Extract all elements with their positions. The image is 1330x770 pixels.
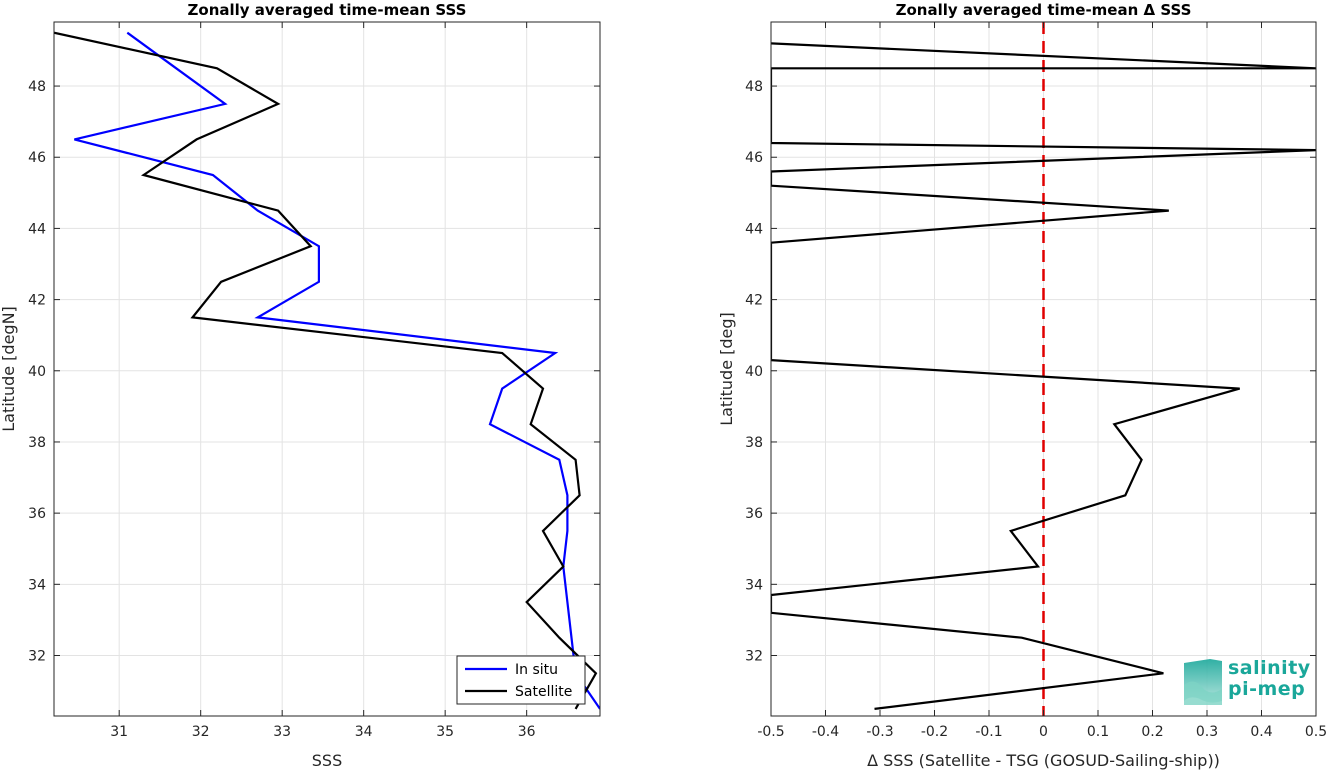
right-y-tick-label: 38 (745, 435, 763, 451)
right-x-axis-label: Δ SSS (Satellite - TSG (GOSUD-Sailing-sh… (867, 751, 1220, 770)
right-y-tick-label: 36 (745, 506, 763, 522)
left-y-tick-label: 40 (28, 364, 46, 380)
left-x-tick-label: 31 (110, 724, 128, 740)
logo-line2: pi-mep (1228, 678, 1306, 700)
right-y-tick-label: 42 (745, 293, 763, 309)
right-x-tick-label: 0.2 (1141, 724, 1163, 740)
left-y-tick-label: 36 (28, 506, 46, 522)
right-y-tick-label: 44 (745, 221, 763, 237)
right-x-tick-label: 0.4 (1250, 724, 1272, 740)
right-x-tick-label: 0 (1039, 724, 1048, 740)
right-x-tick-label: -0.5 (757, 724, 784, 740)
right-x-tick-label: -0.3 (866, 724, 893, 740)
left-y-tick-label: 46 (28, 150, 46, 166)
left-x-axis-label: SSS (312, 751, 342, 770)
left-chart-panel: 31 32 33 34 35 36 32 34 36 38 40 42 44 46 48 Zonally av… (0, 1, 601, 770)
left-series-group (54, 31, 600, 710)
right-y-tick-label: 48 (745, 79, 763, 95)
logo-line1: salinity (1228, 657, 1311, 679)
right-y-tick-label: 46 (745, 150, 763, 166)
left-series-satellite (54, 31, 598, 710)
left-x-tick-label: 35 (436, 724, 454, 740)
left-x-tick-label: 32 (192, 724, 210, 740)
right-x-tick-label: -0.1 (975, 724, 1002, 740)
left-y-axis-label: Latitude [degN] (0, 306, 18, 432)
right-x-tick-label: 0.3 (1196, 724, 1218, 740)
left-legend: In situ Satellite (456, 655, 586, 705)
right-y-tick-label: 40 (745, 364, 763, 380)
left-chart-title: Zonally averaged time-mean SSS (188, 1, 467, 19)
right-x-tick-label: -0.2 (921, 724, 948, 740)
left-y-tick-label: 34 (28, 577, 46, 593)
left-y-tick-label: 48 (28, 79, 46, 95)
left-y-tick-label: 44 (28, 221, 46, 237)
right-series-line0 (771, 42, 1316, 710)
legend-box (456, 655, 586, 705)
right-chart-panel: -0.5 -0.4 -0.3 -0.2 -0.1 0 0.1 0.2 0.3 0.4 0.5 32 34… (717, 1, 1327, 770)
left-series-in-situ (74, 31, 600, 710)
left-plot-area (54, 22, 600, 716)
legend-label: In situ (515, 662, 558, 678)
right-x-tick-label: 0.1 (1087, 724, 1109, 740)
left-axes-box (53, 21, 601, 717)
salinity-pi-mep-logo: salinity pi-mep (1180, 655, 1320, 711)
right-chart-title: Zonally averaged time-mean Δ SSS (896, 1, 1192, 19)
right-y-tick-label: 34 (745, 577, 763, 593)
left-y-tick-label: 42 (28, 293, 46, 309)
left-x-tick-label: 34 (355, 724, 373, 740)
left-x-tick-label: 33 (273, 724, 291, 740)
right-series-group (771, 42, 1316, 710)
right-y-tick-label: 32 (745, 648, 763, 664)
right-y-axis-label: Latitude [deg] (717, 312, 736, 426)
right-x-tick-label: -0.4 (812, 724, 839, 740)
left-x-tick-label: 36 (518, 724, 536, 740)
wave-icon (1184, 659, 1222, 705)
right-x-tick-label: 0.5 (1305, 724, 1327, 740)
legend-label: Satellite (515, 684, 572, 700)
left-y-tick-label: 38 (28, 435, 46, 451)
left-y-tick-label: 32 (28, 648, 46, 664)
